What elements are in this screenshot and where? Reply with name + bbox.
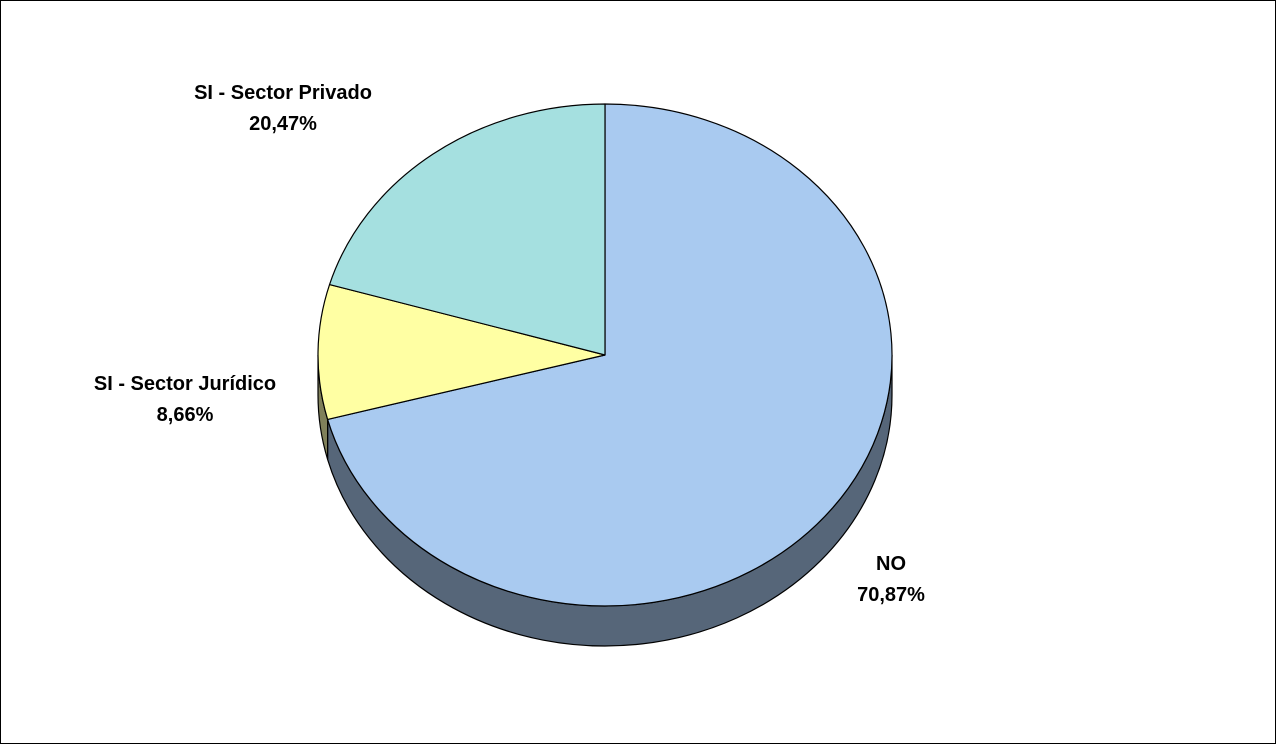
slice-value-label: 70,87% (857, 584, 925, 606)
slice-category-label: SI - Sector Jurídico (94, 373, 276, 395)
pie-slice (328, 103, 606, 356)
slice-category-label: SI - Sector Privado (194, 82, 372, 104)
pie-tops (317, 103, 893, 607)
slice-value-label: 8,66% (157, 404, 214, 426)
pie-slice (327, 103, 893, 607)
slice-value-label: 20,47% (249, 113, 317, 135)
slice-category-label: NO (876, 553, 906, 575)
pie-slice (317, 283, 606, 420)
pie-labels: NO 70,87% SI - Sector Jurídico 8,66% SI - Se… (94, 82, 925, 606)
